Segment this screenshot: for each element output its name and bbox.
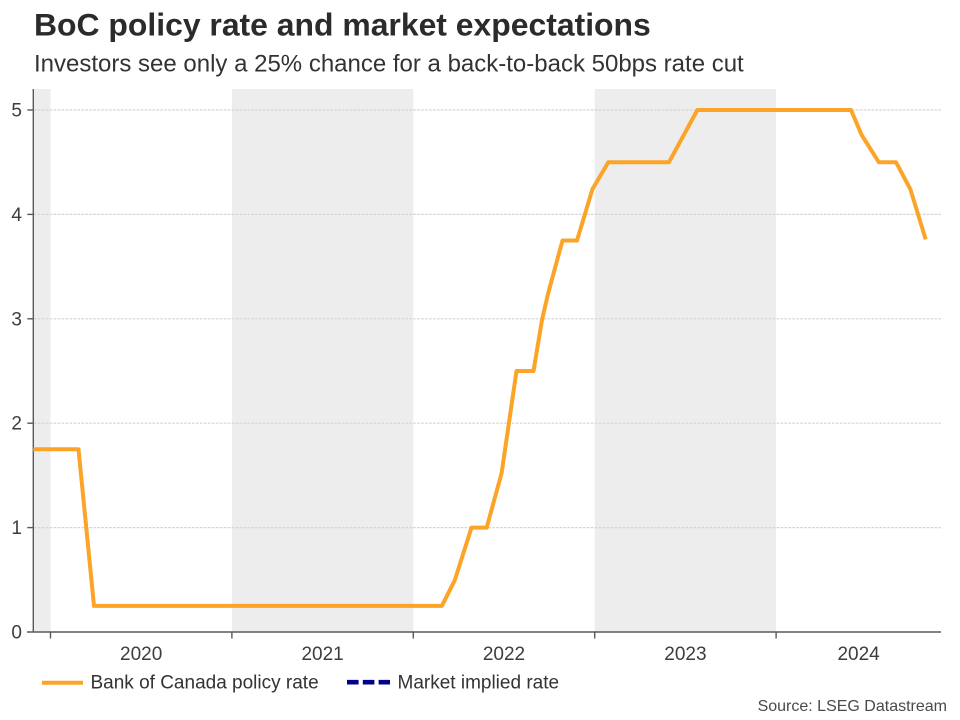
svg-text:2022: 2022: [483, 644, 525, 665]
svg-text:2024: 2024: [837, 644, 880, 665]
svg-text:2: 2: [11, 414, 22, 435]
svg-text:5: 5: [11, 101, 22, 122]
svg-text:Bank of Canada policy rate: Bank of Canada policy rate: [91, 673, 319, 694]
svg-text:Investors see only a 25% chanc: Investors see only a 25% chance for a ba…: [34, 51, 744, 78]
svg-text:3: 3: [11, 309, 22, 330]
svg-text:1: 1: [11, 518, 22, 539]
svg-text:2021: 2021: [301, 644, 343, 665]
svg-text:Source: LSEG Datastream: Source: LSEG Datastream: [758, 698, 947, 715]
svg-text:2023: 2023: [664, 644, 706, 665]
svg-text:0: 0: [11, 623, 22, 644]
svg-text:2020: 2020: [120, 644, 162, 665]
svg-text:BoC policy rate and market exp: BoC policy rate and market expectations: [34, 7, 651, 43]
svg-text:4: 4: [11, 205, 22, 226]
svg-text:Market implied rate: Market implied rate: [398, 673, 560, 694]
